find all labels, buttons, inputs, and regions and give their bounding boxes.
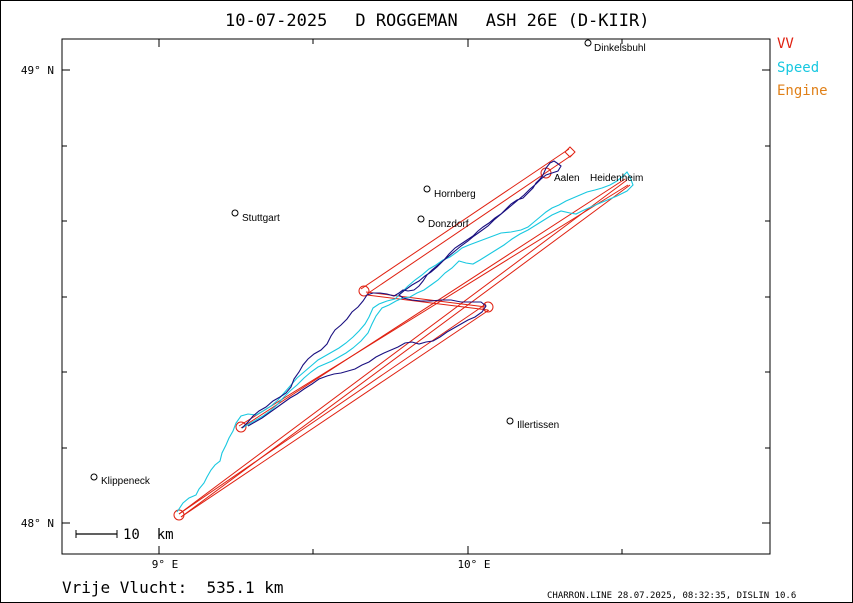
lon-label-10: 10° E [457, 558, 490, 571]
place-heidenheim: Heidenheim [590, 173, 643, 184]
pilot-name: D ROGGEMAN [355, 11, 457, 31]
place-hornberg: Hornberg [434, 189, 476, 200]
place-klippeneck: Klippeneck [101, 476, 151, 487]
flight-date: 10-07-2025 [225, 11, 327, 31]
place-illertissen: Illertissen [517, 420, 559, 431]
task-lines [178, 148, 631, 518]
scale-bar: 10 km [75, 527, 174, 543]
plot-frame [61, 38, 771, 555]
legend-engine: Engine [777, 83, 828, 99]
free-flight-distance: Vrije Vlucht: 535.1 km [62, 578, 284, 597]
place-stuttgart: Stuttgart [242, 213, 280, 224]
lat-label-48: 48° N [21, 517, 54, 530]
track-speed [176, 171, 634, 513]
place-markers [90, 39, 592, 481]
scale-bar-label: 10 km [123, 527, 174, 543]
legend-speed: Speed [777, 60, 819, 76]
legend-vv: VV [777, 36, 794, 52]
legend: VV Speed Engine [777, 36, 828, 99]
lat-label-49: 49° N [21, 64, 54, 77]
credit-line: CHARRON.LINE 28.07.2025, 08:32:35, DISLI… [547, 591, 796, 601]
track-vario [241, 160, 562, 429]
place-donzdorf: Donzdorf [428, 219, 469, 230]
tick-marks [62, 39, 770, 554]
place-dinkelsbuhl: Dinkelsbuhl [594, 43, 646, 54]
glider-name: ASH 26E (D-KIIR) [486, 11, 650, 31]
place-aalen: Aalen [554, 173, 580, 184]
lon-label-9: 9° E [152, 558, 179, 571]
